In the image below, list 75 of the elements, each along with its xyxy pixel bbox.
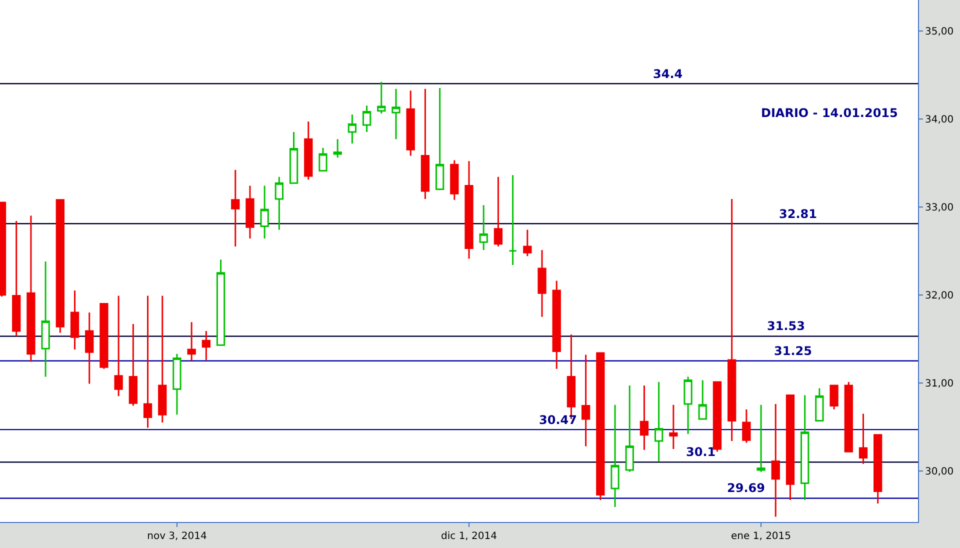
candlestick: [800, 394, 810, 501]
candlestick: [158, 295, 167, 424]
candlestick: [756, 404, 766, 473]
candlestick: [143, 295, 152, 429]
candlestick: [362, 104, 372, 133]
candlestick: [187, 321, 196, 362]
candlestick: [640, 384, 649, 451]
candlestick: [858, 412, 868, 465]
candlestick: [12, 220, 21, 338]
candlestick: [114, 295, 123, 397]
candlestick: [581, 354, 590, 448]
candlestick: [610, 404, 620, 508]
candlestick: [494, 176, 503, 248]
candlestick: [479, 204, 488, 251]
candlestick: [289, 131, 298, 184]
ref-line-label: 34.4: [653, 67, 683, 81]
ref-line-label: 30.1: [686, 445, 716, 459]
ref-line-label: 31.25: [774, 344, 812, 358]
x-tick-label: nov 3, 2014: [147, 531, 207, 542]
candlestick: [654, 381, 664, 462]
candlestick: [406, 90, 415, 157]
candlestick: [728, 198, 736, 442]
candlestick: [669, 404, 678, 450]
candlestick: [100, 302, 108, 370]
x-tick-label: dic 1, 2014: [441, 531, 497, 542]
candlestick: [464, 160, 474, 260]
candlestick: [70, 290, 80, 350]
x-tick-label: ene 1, 2015: [731, 531, 792, 542]
candlestick: [246, 184, 254, 240]
candlestick: [450, 159, 459, 201]
candlestick: [420, 88, 430, 200]
candlestick: [874, 434, 882, 504]
candlestick: [333, 138, 342, 158]
candlestick: [318, 147, 328, 172]
candlestick: [231, 169, 240, 248]
ref-line-label: 32.81: [779, 207, 817, 221]
candlestick: [508, 174, 518, 266]
candlestick: [844, 381, 853, 452]
candlestick: [538, 249, 546, 318]
y-tick-label: 30,00: [925, 466, 954, 478]
ref-line-label: 29.69: [727, 481, 765, 495]
candlestick: [771, 403, 780, 518]
candlestick: [435, 87, 444, 191]
candlestick: [274, 176, 284, 230]
candlestick: [625, 384, 634, 473]
candlestick: [392, 88, 400, 140]
candlestick: [552, 280, 561, 370]
y-tick-label: 33,00: [925, 202, 954, 214]
y-tick-label: 35,00: [925, 26, 954, 38]
candlestick: [202, 330, 210, 361]
candlestick: [742, 408, 751, 444]
candlestick: [596, 352, 605, 501]
candlestick: [41, 260, 50, 378]
candlestick: [523, 229, 532, 257]
y-tick-label: 34,00: [925, 114, 954, 126]
candlestick: [786, 394, 795, 501]
candlestick: [128, 323, 138, 407]
candlestick: [260, 184, 269, 240]
candlestick: [216, 258, 226, 346]
ref-line-label: 30.47: [539, 413, 577, 427]
ref-line-label: 31.53: [767, 319, 805, 333]
candlestick: [304, 120, 313, 180]
candlestick: [815, 387, 824, 422]
candlestick: [172, 353, 182, 416]
candlestick: [377, 81, 386, 114]
candlestick: [85, 312, 94, 385]
y-tick-label: 31,00: [925, 378, 954, 390]
y-tick-label: 32,00: [925, 290, 954, 302]
candlestick: [684, 376, 692, 435]
candlestick: [348, 114, 357, 144]
candlestick: [830, 384, 838, 410]
candlestick: [56, 199, 64, 334]
text: DIARIO - 14.01.2015: [761, 106, 898, 120]
candlestick: [698, 380, 707, 420]
candlestick: [26, 214, 36, 363]
